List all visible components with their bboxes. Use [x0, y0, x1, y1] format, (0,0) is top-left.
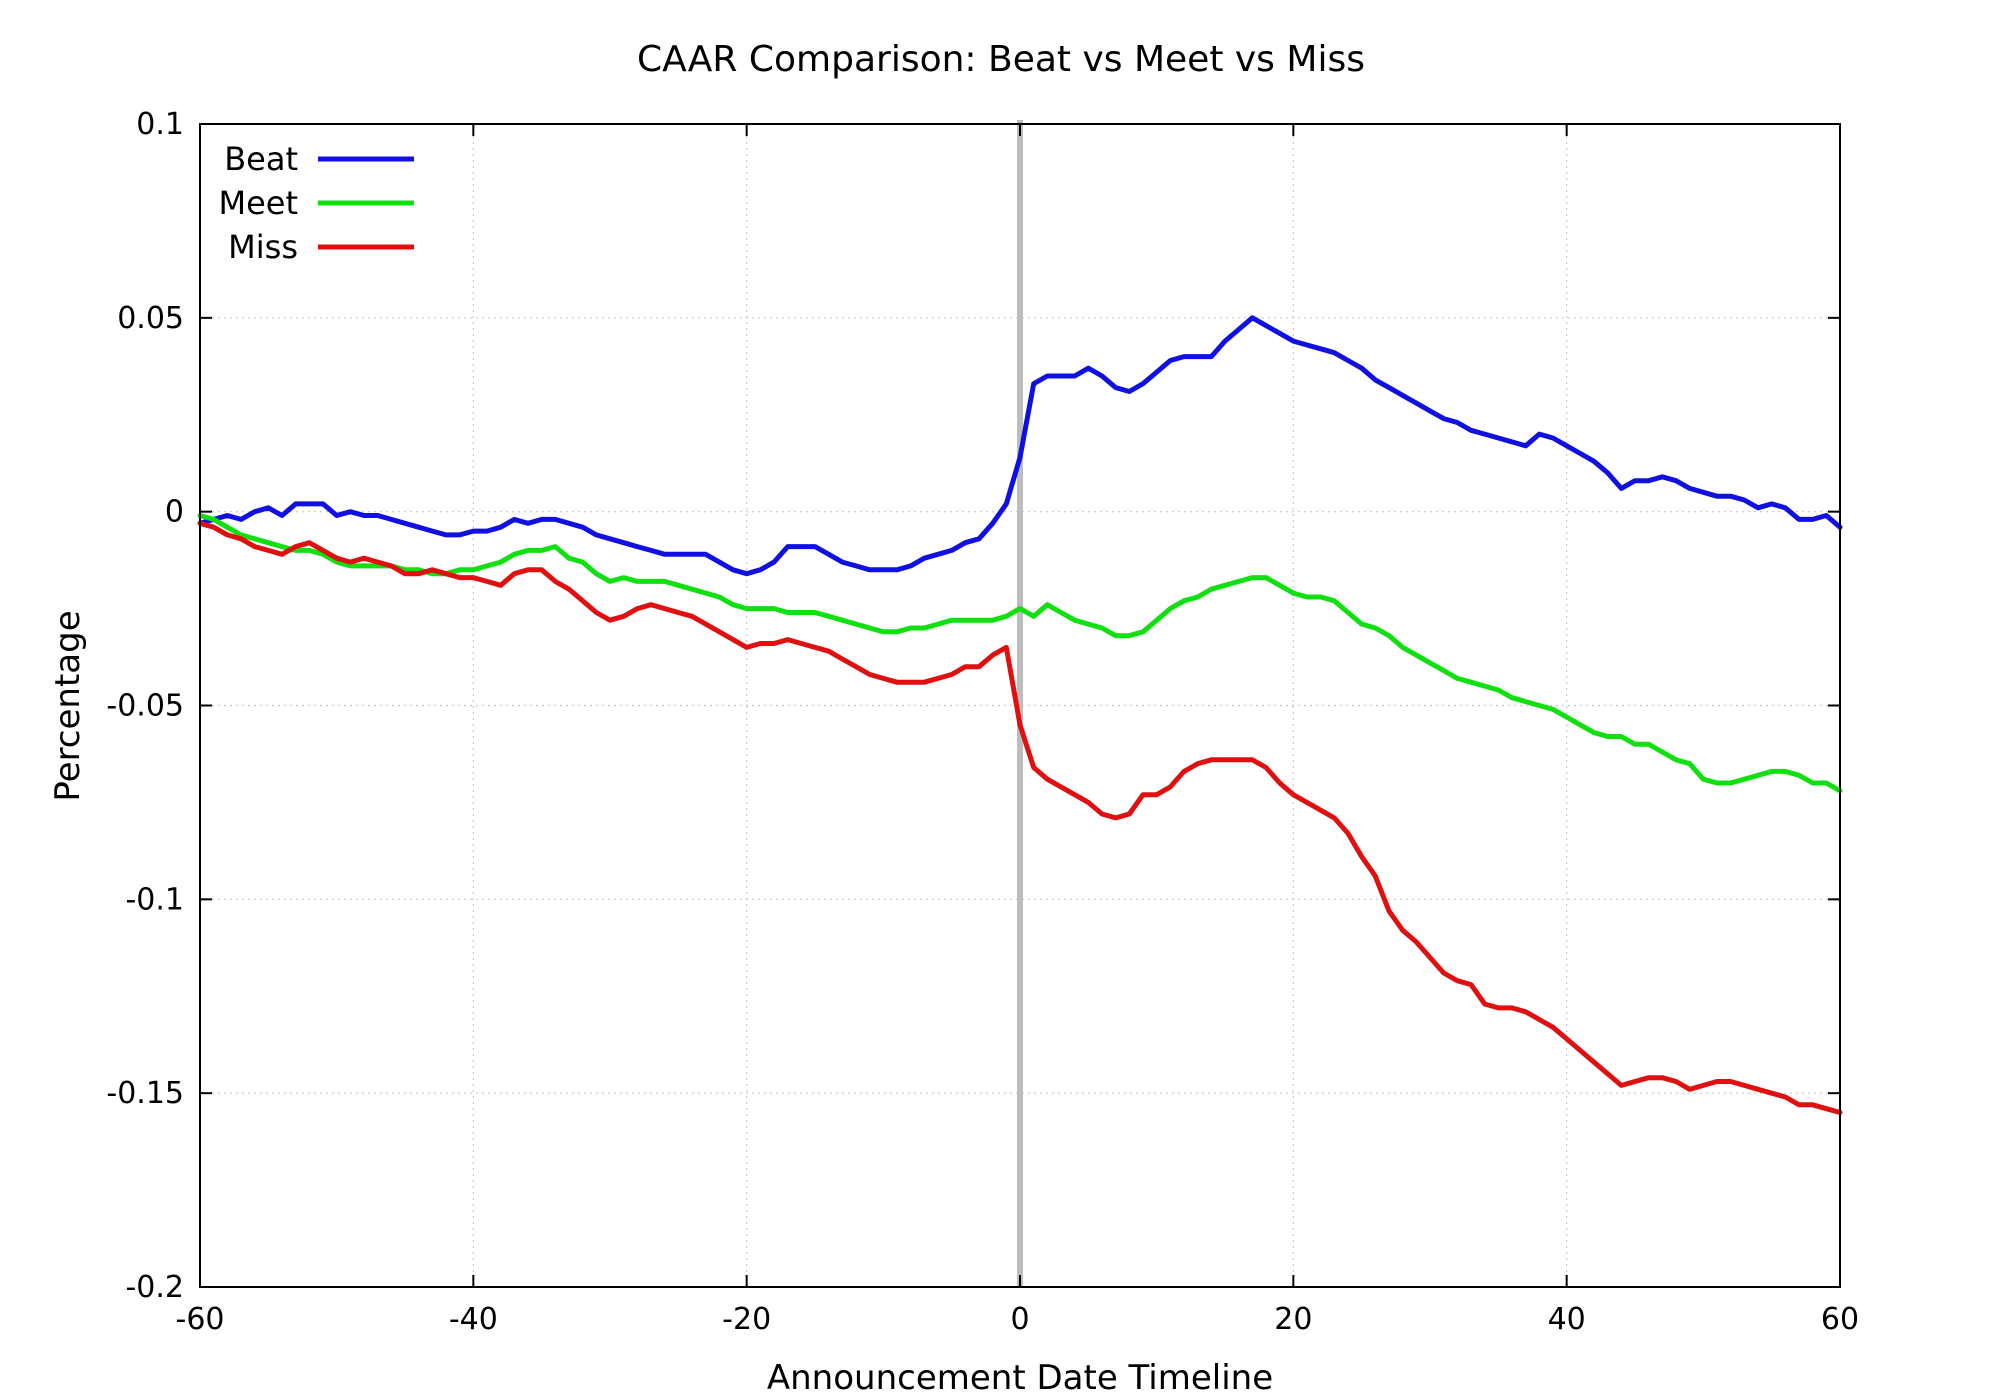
x-tick-label: 60: [1821, 1302, 1859, 1337]
y-tick-label: -0.05: [106, 689, 184, 724]
legend-label-meet: Meet: [218, 184, 298, 222]
y-tick-label: -0.2: [125, 1270, 184, 1305]
x-tick-label: 20: [1274, 1302, 1312, 1337]
x-axis-label: Announcement Date Timeline: [767, 1358, 1273, 1396]
axis-ticks: [199, 123, 1841, 1288]
x-tick-label: 0: [1010, 1302, 1029, 1337]
y-tick-labels: -0.2 -0.15 -0.1 -0.05 0 0.05 0.1: [106, 107, 184, 1305]
x-tick-label: -20: [722, 1302, 771, 1337]
legend-label-beat: Beat: [224, 140, 298, 178]
series-line-miss: [197, 520, 1843, 1115]
legend-label-miss: Miss: [228, 228, 298, 266]
y-tick-label: 0.05: [117, 301, 184, 336]
series-line-beat: [197, 315, 1843, 577]
y-tick-label: -0.15: [106, 1076, 184, 1111]
legend: Beat Meet Miss: [218, 140, 414, 266]
chart-title: CAAR Comparison: Beat vs Meet vs Miss: [637, 39, 1365, 80]
y-tick-label: 0: [165, 495, 184, 530]
x-tick-label: -40: [449, 1302, 498, 1337]
series-line-meet: [197, 513, 1843, 794]
y-tick-label: 0.1: [136, 107, 184, 142]
x-tick-label: 40: [1548, 1302, 1586, 1337]
x-tick-label: -60: [176, 1302, 225, 1337]
y-axis-label: Percentage: [48, 610, 88, 801]
series-group: [197, 315, 1843, 1115]
y-tick-label: -0.1: [125, 882, 184, 917]
x-tick-labels: -60 -40 -20 0 20 40 60: [176, 1302, 1860, 1337]
